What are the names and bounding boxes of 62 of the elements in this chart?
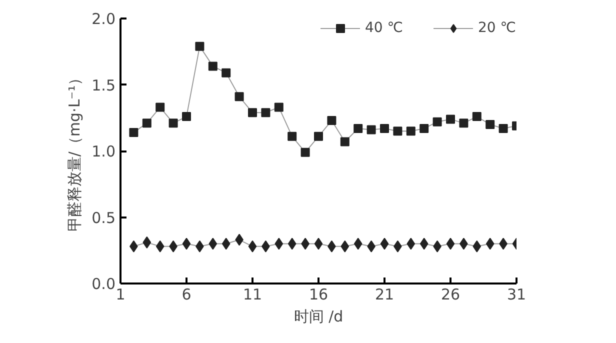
point xyxy=(354,238,362,250)
y-tick-label: 2.0 xyxy=(92,10,116,28)
legend-label: 40 ℃ xyxy=(365,20,403,36)
point xyxy=(208,62,218,71)
point xyxy=(156,102,165,112)
point xyxy=(446,114,455,124)
point xyxy=(340,137,350,146)
y-tick-label: 0.0 xyxy=(92,275,116,293)
point xyxy=(393,126,402,136)
x-axis-title: 时间 /d xyxy=(294,308,344,326)
x-tick-label: 21 xyxy=(374,286,394,304)
point xyxy=(142,236,152,248)
point xyxy=(498,124,508,133)
point xyxy=(182,238,191,250)
point xyxy=(420,124,429,133)
point xyxy=(288,238,296,250)
point xyxy=(380,238,389,250)
point xyxy=(234,92,244,102)
point xyxy=(486,238,494,250)
x-tick-label: 6 xyxy=(182,286,192,304)
x-tick-label: 1 xyxy=(116,286,126,304)
point xyxy=(354,124,363,133)
point xyxy=(222,238,230,250)
x-tick-label: 11 xyxy=(242,286,262,304)
point xyxy=(195,42,204,51)
point xyxy=(459,118,468,128)
point xyxy=(380,124,389,133)
point xyxy=(406,238,416,250)
point xyxy=(472,240,482,252)
y-tick-label: 0.5 xyxy=(92,208,116,227)
point xyxy=(274,102,284,112)
x-tick-label: 31 xyxy=(506,286,526,304)
point xyxy=(472,112,482,122)
point xyxy=(446,238,455,250)
point xyxy=(142,118,152,128)
point xyxy=(182,112,191,122)
x-tick-label: 16 xyxy=(308,286,328,304)
point xyxy=(248,108,257,118)
point xyxy=(248,240,257,252)
x-tick-label: 26 xyxy=(440,286,460,304)
point xyxy=(420,238,428,250)
point xyxy=(156,240,164,252)
point xyxy=(314,132,323,141)
point xyxy=(168,118,178,128)
y-tick-label: 1.0 xyxy=(92,142,116,160)
point xyxy=(340,240,350,252)
point xyxy=(129,128,138,137)
point xyxy=(261,108,270,118)
point xyxy=(432,117,442,126)
point xyxy=(314,238,323,250)
point xyxy=(486,120,495,129)
y-tick-label: 1.5 xyxy=(92,76,116,94)
point xyxy=(406,126,416,136)
y-axis-title: 甲醛释放量/（mg·L⁻¹） xyxy=(66,70,84,232)
point xyxy=(222,68,231,78)
point xyxy=(208,238,218,250)
point xyxy=(327,116,336,126)
legend-label: 20 ℃ xyxy=(478,20,516,36)
point xyxy=(300,148,310,157)
point xyxy=(274,238,284,250)
point xyxy=(366,125,376,134)
point xyxy=(288,132,297,141)
